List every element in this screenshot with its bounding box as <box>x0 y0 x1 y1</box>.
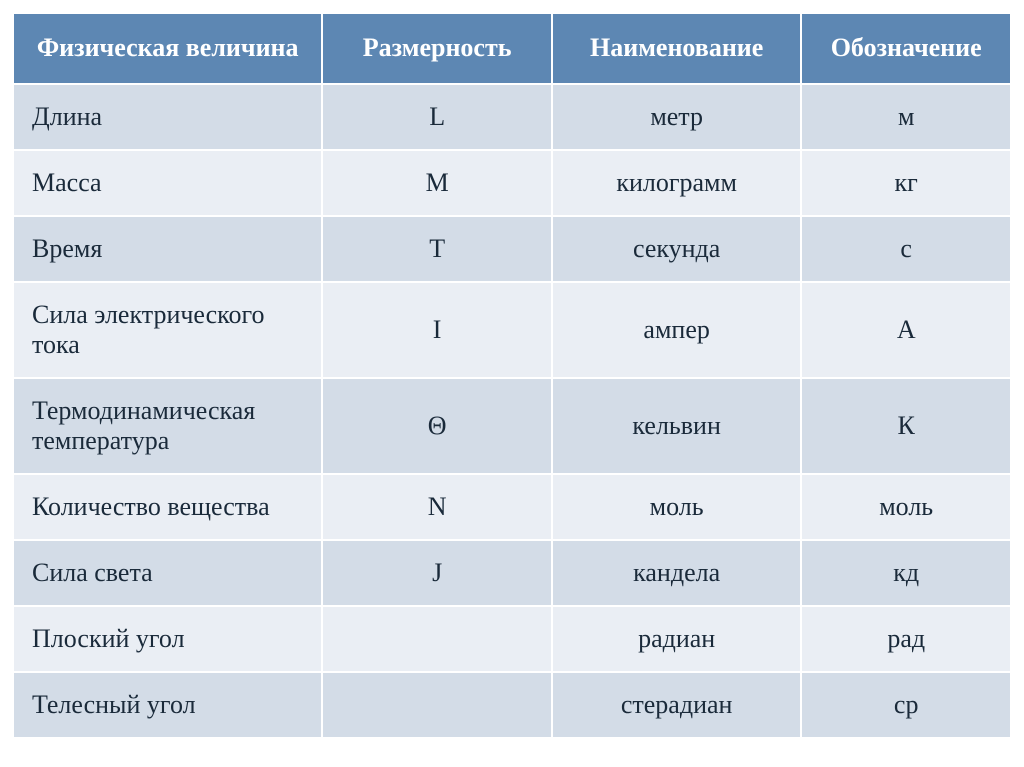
cell-dimension: J <box>322 540 552 606</box>
cell-name: радиан <box>552 606 802 672</box>
table-row: Плоский угол радиан рад <box>13 606 1011 672</box>
table-row: Телесный угол стерадиан ср <box>13 672 1011 738</box>
cell-dimension: N <box>322 474 552 540</box>
cell-quantity: Плоский угол <box>13 606 322 672</box>
table-row: Масса M килограмм кг <box>13 150 1011 216</box>
cell-quantity: Сила света <box>13 540 322 606</box>
physical-quantities-table: Физическая величина Размерность Наименов… <box>12 12 1012 739</box>
cell-symbol: рад <box>801 606 1011 672</box>
cell-dimension: M <box>322 150 552 216</box>
cell-symbol: моль <box>801 474 1011 540</box>
table-row: Длина L метр м <box>13 84 1011 150</box>
cell-name: секунда <box>552 216 802 282</box>
table-header: Физическая величина Размерность Наименов… <box>13 13 1011 84</box>
header-dimension: Размерность <box>322 13 552 84</box>
table-body: Длина L метр м Масса M килограмм кг Врем… <box>13 84 1011 738</box>
table-row: Термодинамическая температура Θ кельвин … <box>13 378 1011 474</box>
cell-name: стерадиан <box>552 672 802 738</box>
cell-quantity: Сила электрического тока <box>13 282 322 378</box>
cell-quantity: Термодинамическая температура <box>13 378 322 474</box>
cell-dimension: I <box>322 282 552 378</box>
cell-name: кельвин <box>552 378 802 474</box>
cell-dimension <box>322 606 552 672</box>
table-row: Время T секунда с <box>13 216 1011 282</box>
cell-symbol: кг <box>801 150 1011 216</box>
header-symbol: Обозначение <box>801 13 1011 84</box>
cell-symbol: А <box>801 282 1011 378</box>
cell-quantity: Время <box>13 216 322 282</box>
cell-dimension: Θ <box>322 378 552 474</box>
cell-quantity: Количество вещества <box>13 474 322 540</box>
header-name: Наименование <box>552 13 802 84</box>
table-row: Количество вещества N моль моль <box>13 474 1011 540</box>
cell-quantity: Телесный угол <box>13 672 322 738</box>
cell-dimension: T <box>322 216 552 282</box>
cell-dimension <box>322 672 552 738</box>
header-quantity: Физическая величина <box>13 13 322 84</box>
cell-symbol: ср <box>801 672 1011 738</box>
cell-name: ампер <box>552 282 802 378</box>
cell-name: метр <box>552 84 802 150</box>
cell-name: моль <box>552 474 802 540</box>
cell-symbol: с <box>801 216 1011 282</box>
table-row: Сила света J кандела кд <box>13 540 1011 606</box>
cell-quantity: Длина <box>13 84 322 150</box>
cell-symbol: кд <box>801 540 1011 606</box>
cell-dimension: L <box>322 84 552 150</box>
cell-name: килограмм <box>552 150 802 216</box>
table-row: Сила электрического тока I ампер А <box>13 282 1011 378</box>
cell-quantity: Масса <box>13 150 322 216</box>
cell-symbol: м <box>801 84 1011 150</box>
cell-symbol: К <box>801 378 1011 474</box>
cell-name: кандела <box>552 540 802 606</box>
